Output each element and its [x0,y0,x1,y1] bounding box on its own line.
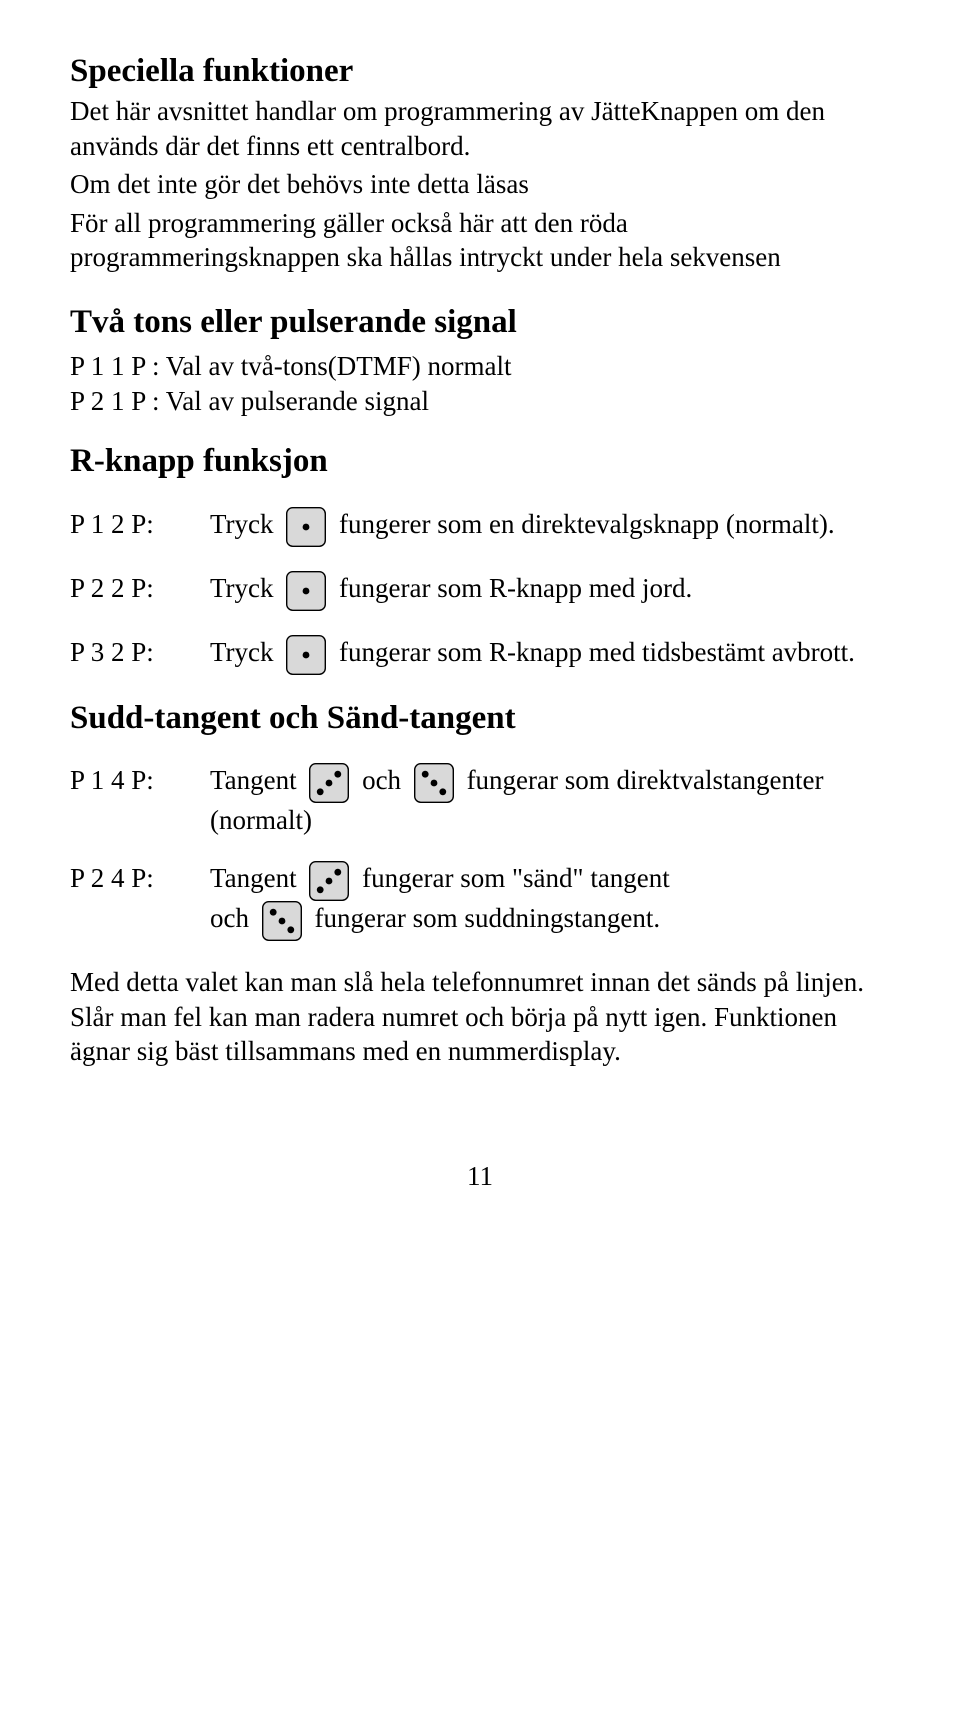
closing-paragraph: Med detta valet kan man slå hela telefon… [70,965,890,1069]
key-icon [309,763,349,803]
entry-text: fungerar som "sänd" tangent [362,864,670,894]
entry-text: och [210,904,249,934]
key-icon [262,901,302,941]
section-heading-sudd: Sudd-tangent och Sänd-tangent [70,697,890,739]
entry-row: P 1 4 P: Tangent och fungerar som direkt… [70,763,890,838]
key-icon [309,861,349,901]
entry-label: P 2 2 P: [70,571,210,606]
intro-paragraph-1: Det här avsnittet handlar om programmeri… [70,94,890,163]
page-number: 11 [70,1159,890,1194]
entry-row: P 2 4 P: Tangent fungerar som "sänd" tan… [70,861,890,941]
entry-text: Tryck [210,637,274,667]
entry-body: Tryck fungerar som R-knapp med tidsbestä… [210,635,890,675]
entry-body: Tangent fungerar som "sänd" tangent och … [210,861,890,941]
entry-text: Tangent [210,864,297,894]
entry-body: Tryck fungerer som en direktevalgsknapp … [210,507,890,547]
entry-text: fungerar som R-knapp med tidsbestämt avb… [339,637,855,667]
key-icon [286,571,326,611]
section-heading-tone: Två tons eller pulserande signal [70,301,890,343]
intro-paragraph-2: Om det inte gör det behövs inte detta lä… [70,167,890,202]
entry-row: P 1 2 P: Tryck fungerer som en direkteva… [70,507,890,547]
section-heading-rknapp: R-knapp funksjon [70,440,890,482]
entry-text: Tryck [210,573,274,603]
definition-line: P 1 1 P : Val av två-tons(DTMF) normalt [70,349,890,384]
key-icon [286,507,326,547]
entry-text: Tryck [210,509,274,539]
entry-label: P 2 4 P: [70,861,210,896]
key-icon [286,635,326,675]
entry-text: Tangent [210,765,297,795]
entry-label: P 1 2 P: [70,507,210,542]
entry-text: fungerer som en direktevalgsknapp (norma… [339,509,835,539]
entry-text: fungerar som direktvalstangenter (normal… [210,765,823,835]
entry-row: P 3 2 P: Tryck fungerar som R-knapp med … [70,635,890,675]
entry-row: P 2 2 P: Tryck fungerar som R-knapp med … [70,571,890,611]
entry-text: fungerar som suddningstangent. [314,904,660,934]
definition-line: P 2 1 P : Val av pulserande signal [70,384,890,419]
entry-body: Tangent och fungerar som direktvalstange… [210,763,890,838]
entry-text: fungerar som R-knapp med jord. [339,573,692,603]
page-title: Speciella funktioner [70,50,890,92]
key-icon [414,763,454,803]
intro-paragraph-3: För all programmering gäller också här a… [70,206,890,275]
entry-text: och [362,765,401,795]
entry-label: P 1 4 P: [70,763,210,798]
entry-label: P 3 2 P: [70,635,210,670]
entry-body: Tryck fungerar som R-knapp med jord. [210,571,890,611]
